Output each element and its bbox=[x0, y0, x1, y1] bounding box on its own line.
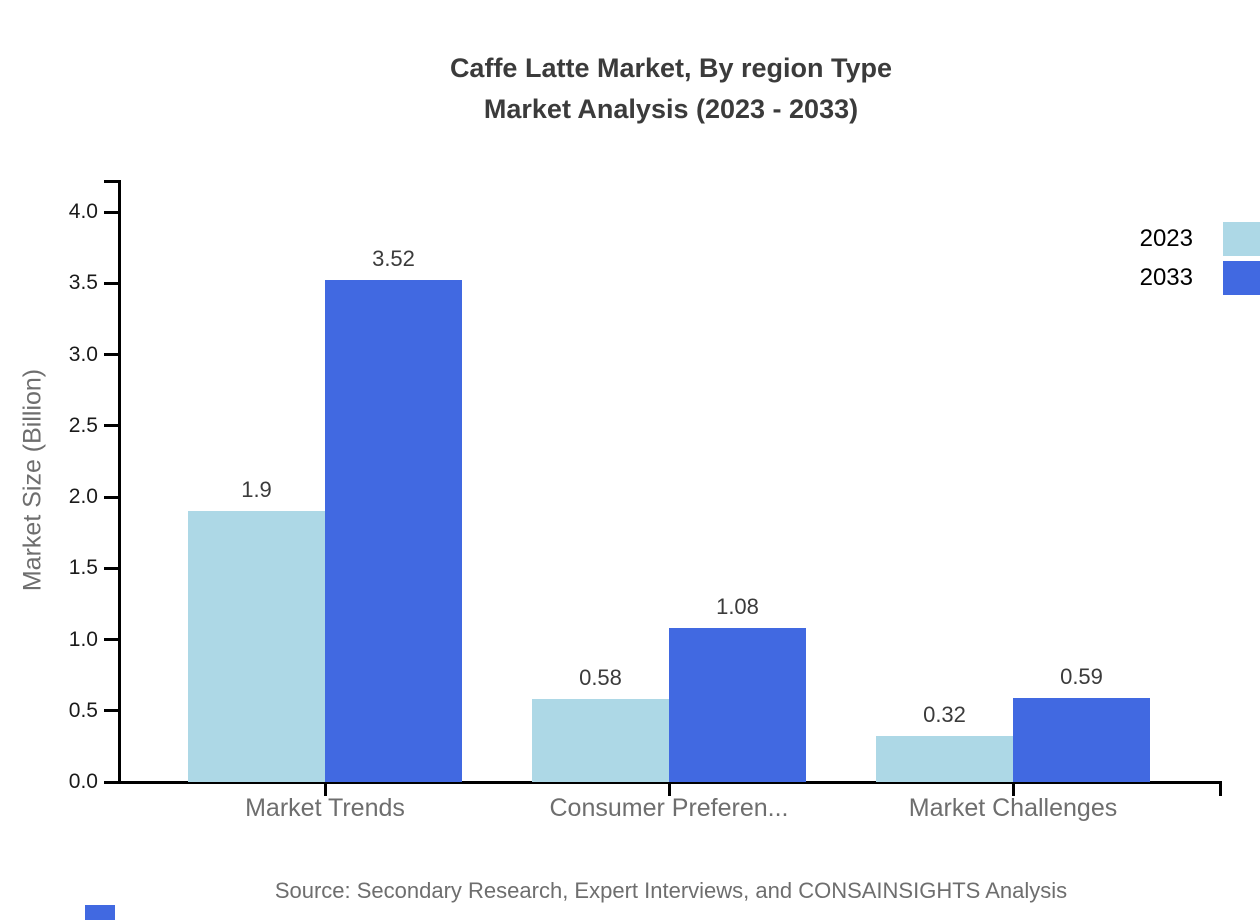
bar-2033 bbox=[1013, 697, 1150, 782]
chart-title-line1: Caffe Latte Market, By region Type bbox=[449, 53, 893, 83]
y-axis-line bbox=[118, 180, 121, 784]
y-tick bbox=[104, 709, 119, 713]
bar-value-label: 3.52 bbox=[372, 246, 415, 272]
bar-value-label: 0.59 bbox=[1060, 663, 1103, 689]
bar-2023 bbox=[876, 736, 1013, 782]
x-category-label: Consumer Preferen... bbox=[549, 794, 789, 822]
y-tick bbox=[104, 780, 119, 784]
x-axis-end-cap bbox=[1219, 781, 1222, 796]
y-tick-label: 2.5 bbox=[68, 413, 98, 437]
y-tick bbox=[104, 495, 119, 499]
y-tick bbox=[104, 566, 119, 570]
y-tick-label: 1.5 bbox=[68, 556, 98, 580]
legend-item: 2023 bbox=[1140, 222, 1260, 256]
chart-title-line2: Market Analysis (2023 - 2033) bbox=[483, 94, 859, 124]
source-note: Source: Secondary Research, Expert Inter… bbox=[274, 878, 1068, 903]
bar-value-label: 1.9 bbox=[241, 477, 272, 503]
legend-item: 2033 bbox=[1140, 261, 1260, 295]
y-tick-label: 4.0 bbox=[68, 200, 98, 223]
legend-label: 2023 bbox=[1139, 225, 1193, 252]
brand-logo-square bbox=[85, 905, 115, 920]
bar-value-label: 0.32 bbox=[923, 702, 966, 728]
legend-label: 2033 bbox=[1139, 264, 1193, 291]
y-tick-label: 0.5 bbox=[68, 698, 98, 722]
x-category-label: Market Challenges bbox=[908, 794, 1118, 822]
x-tick bbox=[1011, 784, 1015, 796]
y-tick bbox=[104, 281, 119, 285]
x-axis-line bbox=[118, 781, 1222, 784]
bar-2033 bbox=[669, 628, 806, 782]
x-tick bbox=[667, 784, 671, 796]
bar-2033 bbox=[325, 280, 462, 782]
y-tick bbox=[104, 638, 119, 641]
x-tick bbox=[323, 784, 327, 796]
bar-2023 bbox=[532, 699, 669, 782]
legend-swatch bbox=[1223, 222, 1260, 256]
y-tick-label: 1.0 bbox=[68, 627, 98, 651]
y-tick-label: 2.0 bbox=[68, 485, 98, 508]
chart-title: Caffe Latte Market, By region Type Marke… bbox=[120, 48, 1222, 130]
y-tick-label: 3.5 bbox=[68, 271, 98, 295]
legend: 2023 2033 bbox=[1140, 222, 1260, 295]
y-tick-label: 0.0 bbox=[68, 770, 98, 793]
bar-value-label: 1.08 bbox=[716, 594, 759, 620]
legend-swatch bbox=[1223, 261, 1260, 295]
bar-2023 bbox=[188, 511, 325, 782]
y-tick bbox=[104, 424, 119, 428]
y-tick bbox=[104, 353, 119, 356]
x-category-label: Market Trends bbox=[245, 794, 405, 822]
y-tick-label: 3.0 bbox=[68, 342, 98, 366]
y-axis-top-cap bbox=[104, 180, 121, 183]
bar-value-label: 0.58 bbox=[579, 665, 622, 691]
y-tick bbox=[104, 210, 119, 214]
